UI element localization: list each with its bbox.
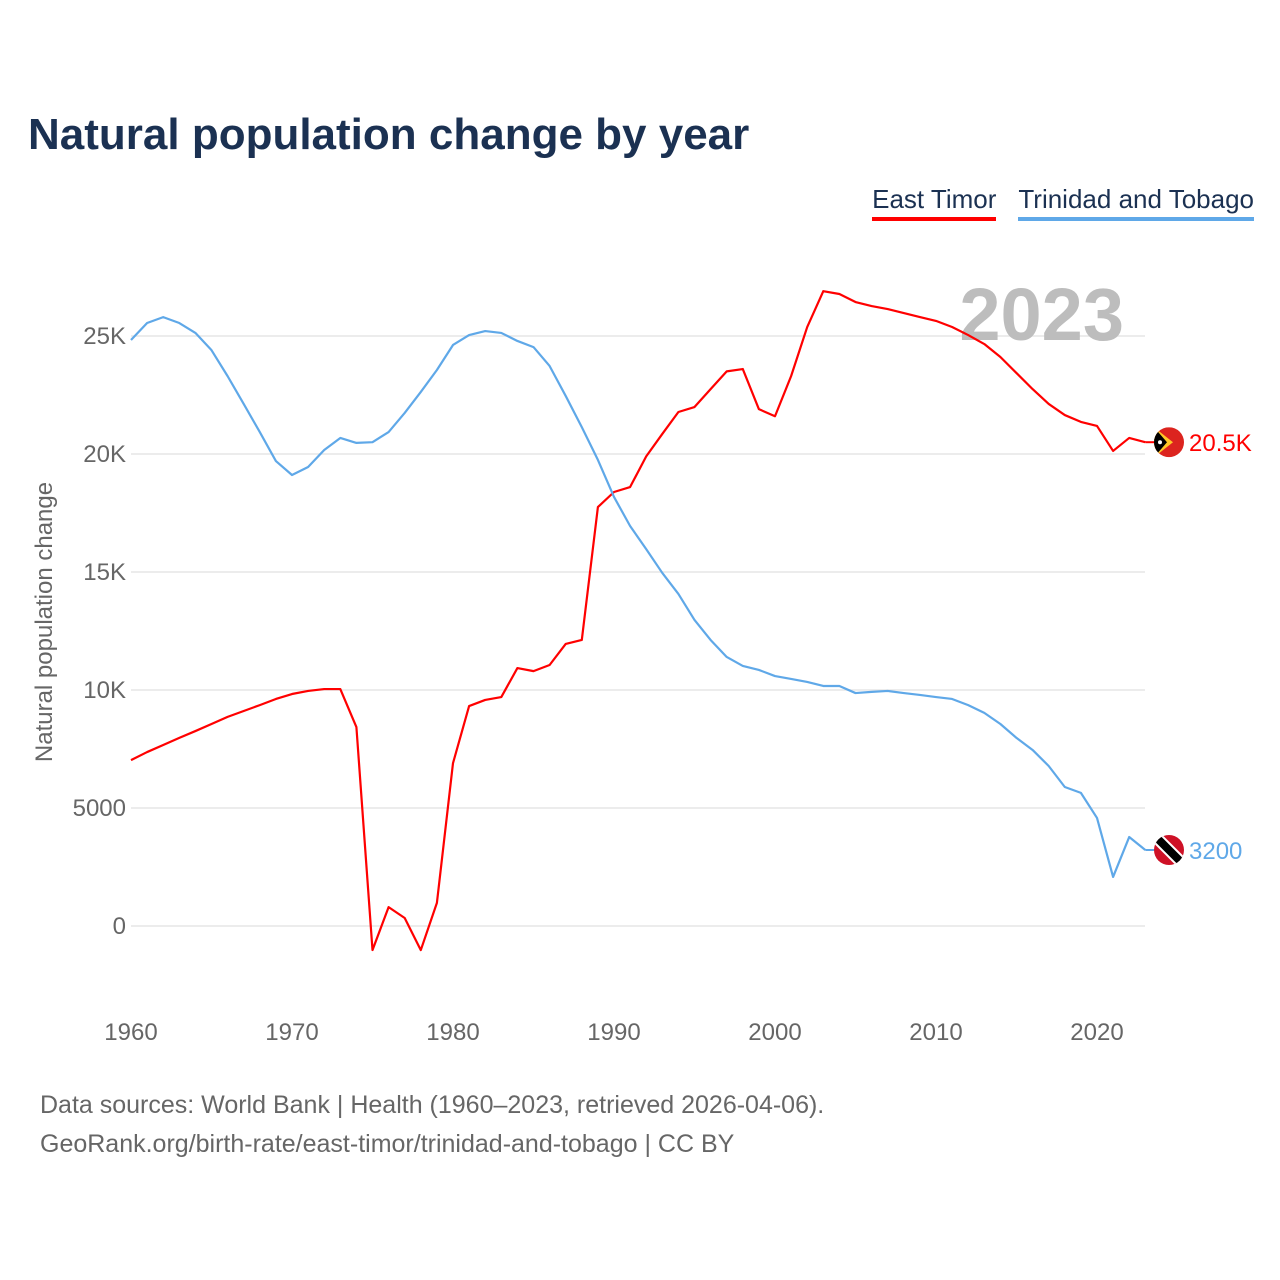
x-tick-label: 2000: [748, 1019, 801, 1046]
y-tick-label: 25K: [83, 323, 126, 350]
y-tick-label: 20K: [83, 441, 126, 468]
series-line-east-timor[interactable]: [130, 290, 1146, 952]
x-tick-label: 2010: [909, 1019, 962, 1046]
year-watermark: 2023: [959, 273, 1124, 356]
legend-east-timor[interactable]: East Timor: [872, 184, 997, 221]
y-tick-label: 0: [113, 913, 126, 940]
y-tick-label: 15K: [83, 559, 126, 586]
y-tick-label: 5000: [73, 795, 126, 822]
x-tick-label: 1970: [265, 1019, 318, 1046]
attribution-link[interactable]: GeoRank.org/birth-rate/east-timor/trinid…: [40, 1130, 735, 1158]
y-axis-label: Natural population change: [31, 482, 58, 762]
x-tick-label: 1980: [426, 1019, 479, 1046]
x-tick-label: 1990: [587, 1019, 640, 1046]
legend: East Timor Trinidad and Tobago: [872, 184, 1254, 221]
legend-trinidad[interactable]: Trinidad and Tobago: [1018, 184, 1254, 221]
end-value-label: 3200: [1189, 838, 1242, 865]
trinidad-flag-icon: [1154, 835, 1184, 866]
series-line-trinidad[interactable]: [130, 316, 1146, 879]
source-text: Data sources: World Bank | Health (1960–…: [40, 1091, 825, 1119]
x-tick-label: 1960: [104, 1019, 157, 1046]
footer: Data sources: World Bank | Health (1960–…: [40, 1086, 824, 1164]
x-tick-label: 2020: [1070, 1019, 1123, 1046]
end-value-label: 20.5K: [1189, 430, 1252, 457]
east-timor-flag-icon: [1154, 427, 1184, 458]
chart-title: Natural population change by year: [28, 110, 750, 159]
y-tick-label: 10K: [83, 677, 126, 704]
